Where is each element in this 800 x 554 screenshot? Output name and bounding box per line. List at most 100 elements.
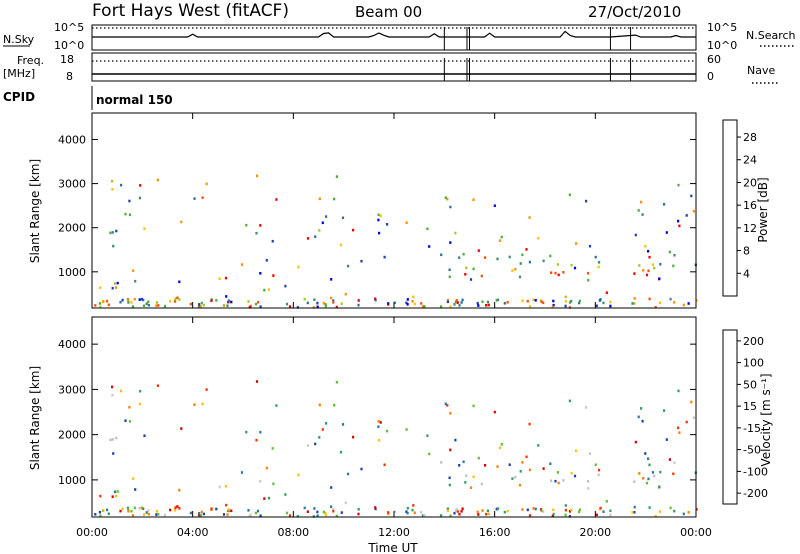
velocity-cell — [485, 512, 488, 516]
colorbar-tick-label: 100 — [743, 357, 764, 370]
velocity-cell — [324, 511, 327, 515]
velocity-cell — [469, 486, 473, 489]
nsearch-label: N.Search — [746, 29, 796, 42]
velocity-cell — [199, 514, 202, 517]
velocity-cell — [124, 419, 127, 422]
velocity-cell — [634, 440, 637, 444]
velocity-cell — [446, 509, 449, 512]
velocity-cell — [633, 511, 636, 514]
power-cell — [128, 199, 131, 203]
velocity-cell — [133, 506, 136, 510]
velocity-cell — [189, 511, 192, 515]
velocity-cell — [647, 477, 650, 481]
power-cell — [256, 301, 260, 304]
power-cell — [275, 198, 278, 201]
velocity-cell — [554, 479, 557, 483]
power-colorbar: 4 8 12 16 20 24 28 — [722, 119, 757, 297]
power-cell — [314, 235, 317, 238]
power-cell — [692, 210, 695, 213]
velocity-cell — [405, 428, 408, 431]
power-cell — [458, 256, 461, 259]
velocity-cell — [193, 403, 196, 406]
power-cell — [498, 239, 502, 242]
noise-traces — [92, 27, 696, 50]
power-cell — [330, 278, 333, 281]
power-cell — [542, 301, 545, 305]
power-cell — [226, 304, 229, 307]
power-cell — [111, 179, 114, 183]
velocity-cell — [537, 444, 540, 447]
velocity-cell — [198, 512, 201, 515]
velocity-cell — [113, 490, 117, 494]
colorbar-frame — [722, 119, 738, 297]
power-cell — [116, 281, 119, 285]
velocity-cell — [638, 472, 641, 475]
velocity-cell — [330, 486, 333, 489]
power-cell — [464, 273, 467, 276]
power-cell — [332, 301, 335, 304]
power-cell — [324, 303, 327, 306]
power-cell — [521, 253, 524, 257]
power-cell — [653, 266, 656, 270]
velocity-cell — [637, 415, 640, 419]
velocity-cell — [341, 423, 345, 426]
x-tick-label: 12:00 — [378, 526, 410, 539]
velocity-cell — [324, 513, 328, 517]
power-cell — [570, 299, 573, 303]
power-cell — [265, 259, 268, 262]
power-cell — [526, 299, 529, 303]
power-cell — [496, 257, 499, 261]
velocity-cell — [498, 446, 502, 450]
power-cell — [115, 286, 118, 289]
power-cell — [374, 297, 377, 301]
velocity-cell — [142, 507, 145, 510]
velocity-cell — [386, 429, 389, 433]
velocity-cell — [421, 514, 424, 517]
power-cell — [199, 305, 202, 308]
velocity-cell — [180, 427, 183, 430]
colorbar-tick-label: -200 — [743, 487, 768, 500]
velocity-cell — [215, 507, 218, 511]
power-cell — [485, 304, 488, 307]
power-cell — [347, 264, 350, 268]
nsky-trace — [92, 30, 696, 38]
freq-tick-bottom: 8 — [66, 70, 73, 83]
velocity-cell — [549, 462, 552, 465]
velocity-cell — [224, 485, 228, 488]
power-cell — [205, 182, 208, 186]
velocity-cell — [240, 471, 244, 474]
velocity-cell — [248, 514, 251, 518]
frequency-traces — [92, 58, 696, 81]
velocity-cell — [633, 505, 636, 509]
power-cell — [321, 221, 324, 225]
power-cell — [406, 298, 409, 301]
velocity-cell — [461, 507, 464, 510]
power-cell — [421, 305, 424, 308]
power-cell — [521, 299, 524, 303]
power-cell — [609, 304, 612, 308]
power-cell — [111, 286, 114, 290]
power-cell — [641, 213, 644, 216]
velocity-cell — [506, 509, 509, 513]
velocity-cell — [599, 506, 602, 510]
power-cell — [306, 301, 309, 305]
velocity-cell — [440, 461, 443, 464]
velocity-cell — [111, 385, 114, 389]
velocity-cell — [426, 434, 429, 437]
velocity-cell — [532, 507, 535, 510]
power-cell — [514, 267, 517, 271]
velocity-cell — [562, 479, 565, 482]
x-tick-label: 16:00 — [479, 526, 511, 539]
velocity-cell — [472, 475, 475, 479]
power-cell — [588, 244, 592, 248]
power-cell — [330, 296, 333, 300]
power-cell — [120, 183, 123, 187]
velocity-cell — [575, 449, 578, 453]
velocity-cell — [412, 504, 415, 507]
power-cell — [440, 305, 443, 308]
velocity-cell — [106, 508, 109, 512]
velocity-cell — [406, 506, 409, 510]
velocity-cell — [335, 514, 338, 518]
velocity-cell — [202, 512, 205, 516]
power-cell — [454, 231, 457, 235]
